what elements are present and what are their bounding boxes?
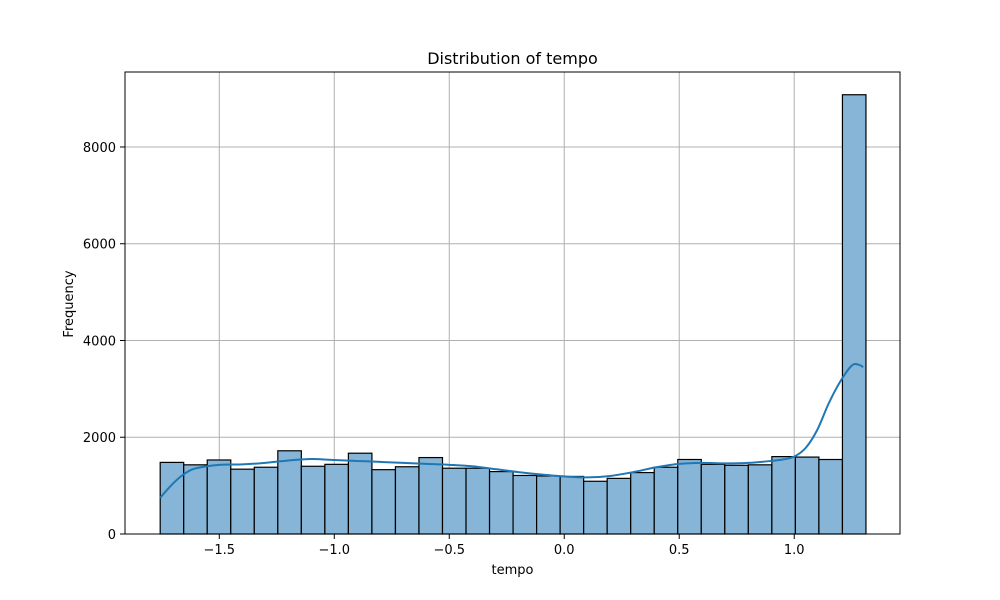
- histogram-bar: [606, 477, 632, 535]
- x-tick-label: −0.5: [433, 543, 465, 558]
- histogram-bar: [277, 450, 302, 535]
- histogram-bar: [418, 456, 444, 535]
- plot-frame: [124, 71, 901, 535]
- x-tick-label: 1.0: [784, 543, 805, 558]
- y-tick-label: 8000: [83, 141, 116, 156]
- x-tick-label: 0.5: [669, 543, 690, 558]
- histogram-bar: [794, 456, 820, 535]
- histogram-bar: [536, 475, 561, 535]
- histogram-bar: [841, 94, 867, 535]
- histogram-bar: [677, 458, 702, 535]
- x-tick-label: 0.0: [554, 543, 575, 558]
- x-tick-label: −1.0: [318, 543, 350, 558]
- histogram-bar: [653, 466, 679, 535]
- histogram-bar: [324, 463, 349, 535]
- x-axis-ticks: −1.5 −1.0 −0.5 0.0 0.5 1.0: [203, 534, 805, 558]
- histogram-bar: [630, 471, 655, 535]
- histogram-bar: [512, 474, 538, 535]
- chart-title: Distribution of tempo: [427, 49, 598, 68]
- kde-curve-group: [159, 363, 864, 499]
- histogram-bar: [700, 463, 726, 535]
- histogram-bar: [488, 470, 514, 535]
- y-tick-label: 4000: [83, 334, 116, 349]
- histogram-bar: [183, 464, 208, 535]
- kde-line: [159, 363, 864, 499]
- x-tick-label: −1.5: [203, 543, 235, 558]
- histogram-bar: [206, 459, 232, 535]
- histogram-bar: [747, 464, 773, 535]
- histogram-bar: [394, 466, 420, 535]
- histogram-bar: [253, 466, 279, 535]
- histogram-bar: [300, 465, 326, 535]
- histogram-bar: [583, 480, 608, 535]
- histogram-bar: [559, 475, 585, 535]
- histogram-bar: [347, 452, 373, 535]
- y-tick-label: 6000: [83, 238, 116, 253]
- histogram-bar: [724, 464, 749, 535]
- histogram-bars: [159, 94, 867, 535]
- histogram-bar: [771, 455, 796, 535]
- y-tick-label: 0: [108, 528, 116, 543]
- histogram-bar: [818, 458, 844, 535]
- y-axis-label: Frequency: [62, 270, 77, 337]
- histogram-bar: [159, 461, 185, 535]
- histogram-bar: [371, 469, 397, 535]
- y-tick-label: 2000: [83, 431, 116, 446]
- histogram-bar: [465, 467, 491, 535]
- y-axis-ticks: 0 2000 4000 6000 8000: [83, 141, 125, 543]
- x-axis-label: tempo: [492, 563, 534, 578]
- histogram-bar: [230, 468, 255, 535]
- histogram-bar: [441, 467, 467, 535]
